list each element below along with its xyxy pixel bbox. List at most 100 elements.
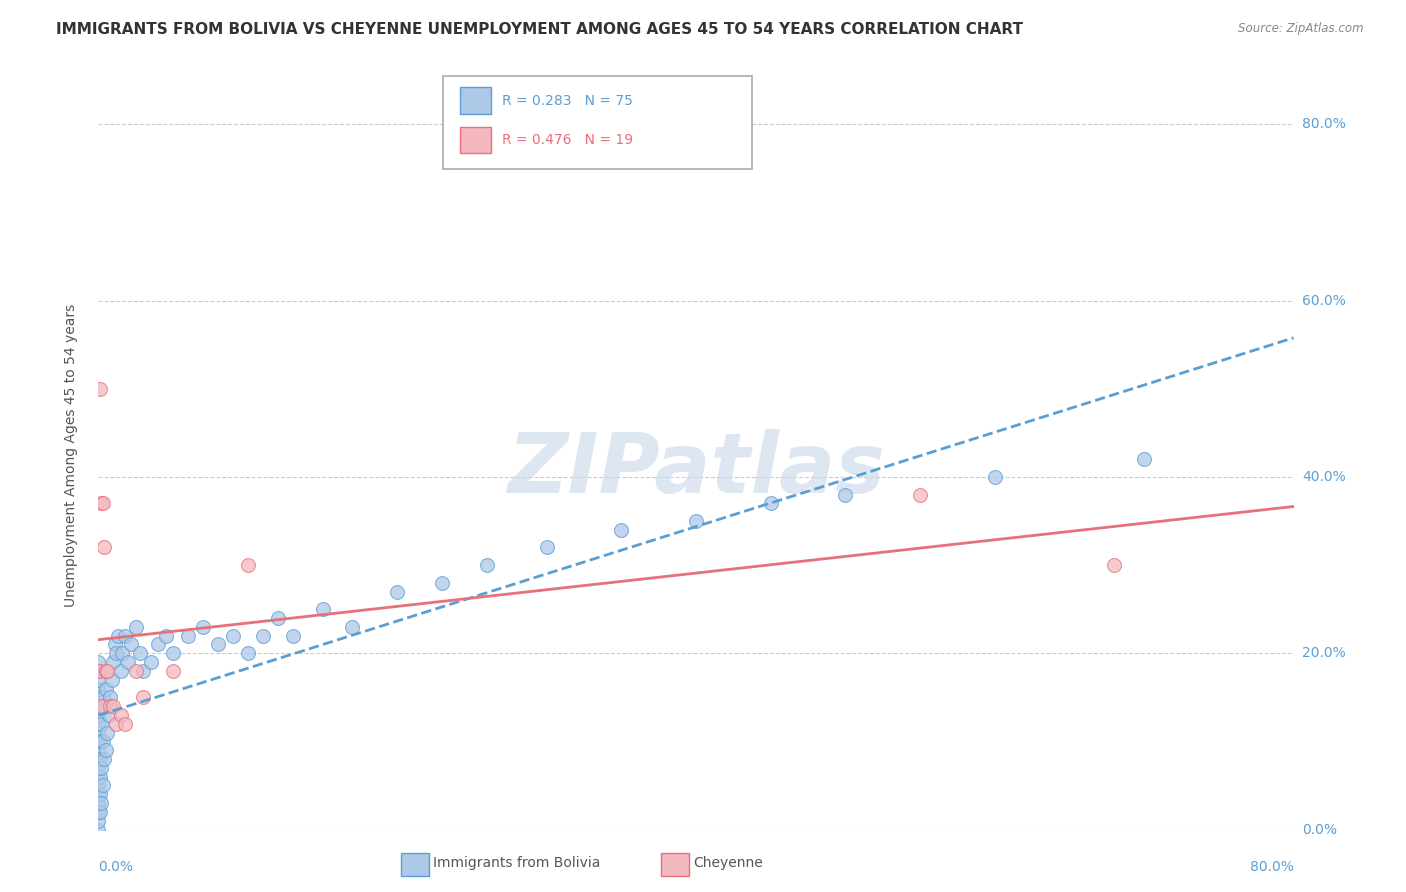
Point: [93, 752, 115, 766]
Point: [139, 655, 162, 669]
Text: R = 0.476   N = 19: R = 0.476 N = 19: [502, 133, 633, 147]
Point: [191, 620, 214, 634]
Point: [87, 716, 110, 731]
Point: [89, 805, 111, 819]
Text: 0.0%: 0.0%: [1302, 822, 1337, 837]
Point: [89, 734, 111, 748]
Point: [536, 541, 558, 555]
Text: 60.0%: 60.0%: [1302, 293, 1346, 308]
Point: [87, 699, 110, 714]
Point: [125, 664, 148, 678]
Text: 0.0%: 0.0%: [98, 860, 134, 874]
Point: [89, 382, 111, 396]
Point: [132, 690, 155, 705]
Point: [117, 655, 139, 669]
Point: [93, 699, 115, 714]
Point: [87, 770, 110, 784]
Point: [91, 496, 114, 510]
Point: [87, 734, 110, 748]
Point: [132, 664, 155, 678]
Point: [87, 655, 110, 669]
Point: [107, 629, 129, 643]
Point: [125, 620, 148, 634]
Point: [110, 708, 132, 723]
Point: [1133, 452, 1156, 467]
Point: [105, 716, 128, 731]
Point: [610, 523, 633, 537]
Point: [155, 629, 177, 643]
Point: [281, 629, 304, 643]
Point: [103, 699, 125, 714]
Text: ZIPatlas: ZIPatlas: [508, 429, 884, 510]
Point: [87, 752, 110, 766]
Point: [87, 681, 110, 696]
Point: [101, 673, 124, 687]
Point: [91, 690, 114, 705]
Point: [87, 761, 110, 775]
Point: [89, 787, 111, 801]
Point: [105, 646, 128, 660]
Point: [91, 779, 114, 793]
Point: [87, 822, 110, 837]
Text: 40.0%: 40.0%: [1302, 470, 1346, 484]
Text: 20.0%: 20.0%: [1302, 647, 1346, 660]
Point: [475, 558, 498, 573]
Text: 80.0%: 80.0%: [1302, 118, 1346, 131]
Point: [984, 470, 1007, 484]
Point: [90, 716, 112, 731]
Point: [311, 602, 333, 616]
Point: [87, 814, 110, 828]
Point: [759, 496, 782, 510]
Point: [87, 708, 110, 723]
Point: [96, 664, 118, 678]
Text: Source: ZipAtlas.com: Source: ZipAtlas.com: [1239, 22, 1364, 36]
Point: [87, 779, 110, 793]
Point: [94, 743, 117, 757]
Point: [87, 787, 110, 801]
Point: [104, 637, 127, 651]
Point: [222, 629, 245, 643]
Point: [94, 664, 117, 678]
Point: [834, 487, 856, 501]
Point: [110, 664, 132, 678]
Point: [90, 699, 112, 714]
Point: [90, 496, 112, 510]
Point: [91, 734, 114, 748]
Point: [114, 716, 136, 731]
Point: [111, 646, 134, 660]
Point: [87, 796, 110, 810]
Text: IMMIGRANTS FROM BOLIVIA VS CHEYENNE UNEMPLOYMENT AMONG AGES 45 TO 54 YEARS CORRE: IMMIGRANTS FROM BOLIVIA VS CHEYENNE UNEM…: [56, 22, 1024, 37]
Point: [103, 655, 125, 669]
Point: [162, 646, 184, 660]
Text: Cheyenne: Cheyenne: [693, 856, 763, 871]
Point: [385, 584, 409, 599]
Point: [87, 725, 110, 739]
Point: [342, 620, 364, 634]
Point: [120, 637, 142, 651]
Point: [90, 761, 112, 775]
Point: [98, 699, 122, 714]
Text: 80.0%: 80.0%: [1250, 860, 1294, 874]
Point: [87, 664, 110, 678]
Point: [93, 541, 115, 555]
Point: [236, 646, 259, 660]
Point: [236, 558, 259, 573]
Point: [87, 743, 110, 757]
Point: [87, 673, 110, 687]
Point: [1104, 558, 1126, 573]
Point: [98, 690, 122, 705]
Point: [97, 708, 120, 723]
Point: [177, 629, 200, 643]
Point: [252, 629, 274, 643]
Point: [87, 690, 110, 705]
Point: [162, 664, 184, 678]
Point: [148, 637, 170, 651]
Point: [114, 629, 136, 643]
Text: R = 0.283   N = 75: R = 0.283 N = 75: [502, 94, 633, 108]
Point: [129, 646, 152, 660]
Point: [89, 664, 111, 678]
Point: [89, 770, 111, 784]
Point: [94, 681, 117, 696]
Point: [267, 611, 290, 625]
Point: [89, 752, 111, 766]
